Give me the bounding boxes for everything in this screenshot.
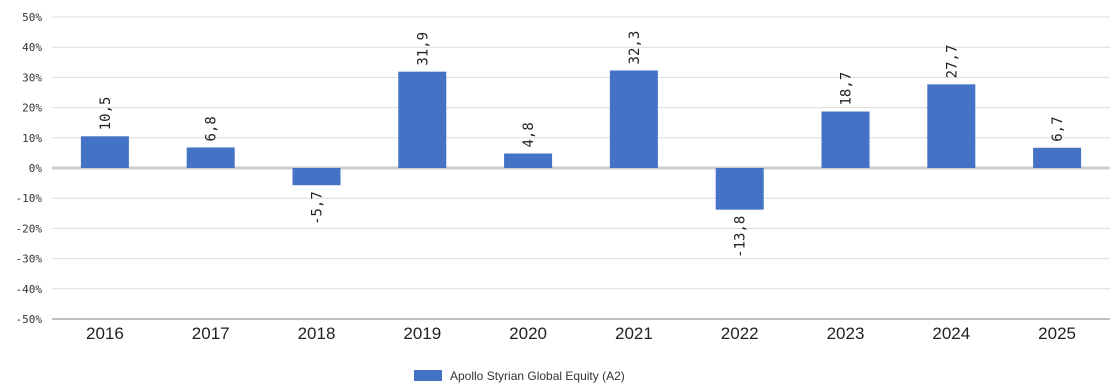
y-tick-label: -50% [16, 313, 43, 326]
data-label-2024: 27,7 [944, 45, 960, 79]
y-tick-label: 0% [29, 162, 43, 175]
legend-label: Apollo Styrian Global Equity (A2) [450, 369, 625, 383]
bar-2019 [398, 71, 447, 168]
y-axis: 50% 40% 30% 20% 10% 0% -10% -20% -30% -40% -50% [16, 11, 43, 326]
y-tick-label: 40% [22, 41, 42, 54]
x-tick-label: 2020 [509, 324, 547, 343]
legend: Apollo Styrian Global Equity (A2) [414, 369, 625, 383]
x-tick-label: 2017 [192, 324, 230, 343]
bar-2017 [186, 147, 235, 168]
data-label-2016: 10,5 [98, 97, 114, 131]
x-tick-label: 2023 [827, 324, 865, 343]
bar-2021 [609, 70, 658, 168]
bars [80, 70, 1082, 210]
bar-2023 [821, 111, 870, 168]
y-tick-label: -40% [16, 283, 43, 296]
y-tick-label: 20% [22, 102, 42, 115]
x-tick-label: 2025 [1038, 324, 1076, 343]
data-label-2017: 6,8 [204, 116, 220, 141]
bar-2018 [292, 168, 341, 186]
data-label-2023: 18,7 [839, 72, 855, 106]
x-tick-label: 2022 [721, 324, 759, 343]
data-label-2022: -13,8 [733, 216, 749, 258]
bar-2016 [80, 136, 129, 168]
data-label-2021: 32,3 [627, 31, 643, 65]
y-tick-label: 30% [22, 71, 42, 84]
data-label-2020: 4,8 [521, 122, 537, 147]
data-label-2018: -5,7 [310, 191, 326, 225]
y-tick-label: -30% [16, 253, 43, 266]
y-tick-label: -20% [16, 222, 43, 235]
bar-2024 [927, 84, 976, 168]
bar-2022 [715, 168, 764, 210]
x-axis: 2016 2017 2018 2019 2020 2021 2022 2023 2024 2025 [52, 318, 1110, 343]
bar-2025 [1033, 147, 1082, 168]
x-tick-label: 2019 [403, 324, 441, 343]
legend-swatch [414, 370, 442, 381]
x-tick-label: 2018 [298, 324, 336, 343]
y-tick-label: 10% [22, 132, 42, 145]
y-tick-label: -10% [16, 192, 43, 205]
data-label-2025: 6,7 [1050, 116, 1066, 141]
x-tick-label: 2021 [615, 324, 653, 343]
x-tick-label: 2024 [932, 324, 970, 343]
bar-2020 [504, 153, 553, 168]
x-tick-label: 2016 [86, 324, 124, 343]
y-tick-label: 50% [22, 11, 42, 24]
data-labels: 10,5 6,8 -5,7 31,9 4,8 32,3 -13,8 18,7 27,7 6,7 [98, 31, 1066, 258]
data-label-2019: 31,9 [415, 32, 431, 66]
